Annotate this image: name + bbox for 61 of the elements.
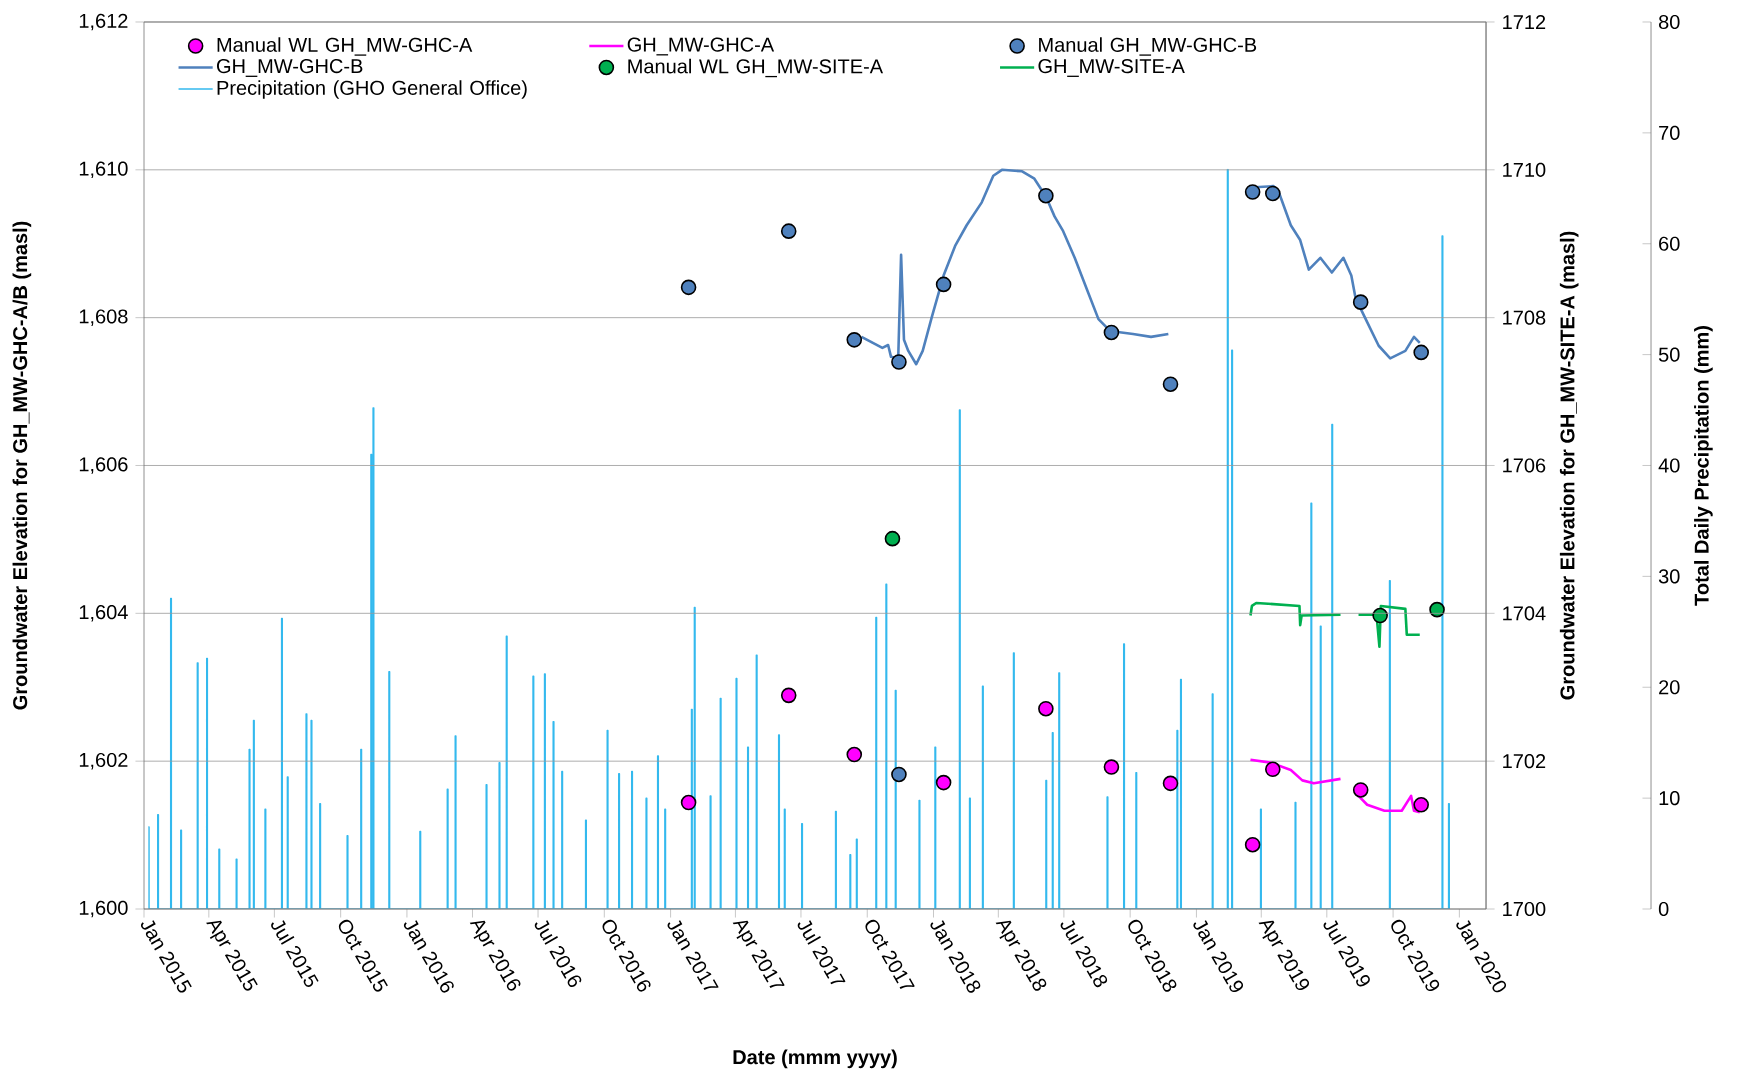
y3-tick-label: 20: [1659, 680, 1680, 695]
point: [891, 766, 907, 783]
y3-tick-label: 50: [1658, 347, 1680, 362]
y-tick-label: 1,608: [79, 309, 128, 326]
y-axis-title: Groundwater Elevation for GH_MW-GHC-A/B (masl): [12, 221, 32, 710]
y3-tick-label: 70: [1659, 125, 1680, 140]
point: [1429, 601, 1445, 618]
y3-tick-label: 0: [1658, 901, 1669, 917]
point: [680, 279, 697, 296]
legend-label: GH_MW-SITE-A: [1038, 59, 1185, 77]
y2-tick-label: 1700: [1503, 901, 1546, 917]
y-tick-label: 1,604: [79, 605, 128, 622]
y-tick-label: 1,600: [79, 900, 128, 918]
y3-tick-label: 30: [1658, 569, 1680, 584]
point: [935, 774, 952, 791]
y-tick-label: 1,612: [79, 13, 128, 31]
point: [884, 530, 901, 547]
y3-axis-title: Total Daily Precipitation (mm): [1694, 326, 1713, 606]
point: [891, 354, 907, 370]
point: [935, 276, 952, 293]
point: [1352, 782, 1369, 798]
legend-label: Precipitation (GHO General Office): [217, 80, 527, 99]
point: [1103, 759, 1120, 775]
legend-label: Manual WL GH_MW-GHC-A: [217, 37, 473, 56]
y2-tick-label: 1710: [1503, 162, 1546, 177]
y2-tick-label: 1702: [1503, 754, 1546, 769]
y2-tick-label: 1706: [1503, 458, 1546, 473]
point: [1038, 700, 1054, 717]
y2-tick-label: 1712: [1503, 15, 1546, 29]
point: [1265, 185, 1281, 202]
legend-label: GH_MW-GHC-B: [217, 59, 363, 77]
y2-tick-label: 1704: [1503, 606, 1546, 621]
legend-label: Manual GH_MW-GHC-B: [1039, 37, 1257, 56]
point: [1352, 294, 1369, 310]
point: [1244, 836, 1261, 853]
y-tick-label: 1,610: [79, 161, 128, 179]
point: [680, 794, 697, 811]
point: [1244, 184, 1261, 200]
point: [1162, 775, 1179, 792]
point: [846, 332, 863, 348]
point: [1103, 324, 1120, 341]
y3-tick-label: 80: [1658, 14, 1680, 30]
point: [1413, 796, 1429, 813]
point: [1265, 761, 1281, 778]
y2-axis-title: Groundwater Elevation for GH_MW-SITE-A (masl): [1559, 231, 1579, 700]
x-axis-title: Date (mmm yyyy): [733, 1049, 897, 1069]
point: [1162, 376, 1179, 392]
y-tick-label: 1,606: [79, 457, 128, 474]
y3-tick-label: 60: [1659, 236, 1680, 251]
point: [780, 223, 797, 239]
y3-tick-label: 10: [1659, 791, 1680, 806]
point: [780, 687, 797, 704]
y-tick-label: 1,602: [79, 752, 128, 770]
legend-label: Manual WL GH_MW-SITE-A: [628, 58, 884, 78]
y2-tick-label: 1708: [1503, 310, 1546, 325]
point: [846, 746, 863, 763]
legend-label: GH_MW-GHC-A: [627, 37, 775, 56]
point: [1372, 607, 1388, 624]
point: [1038, 187, 1054, 204]
point: [1413, 344, 1429, 361]
y3-tick-label: 40: [1658, 458, 1680, 473]
